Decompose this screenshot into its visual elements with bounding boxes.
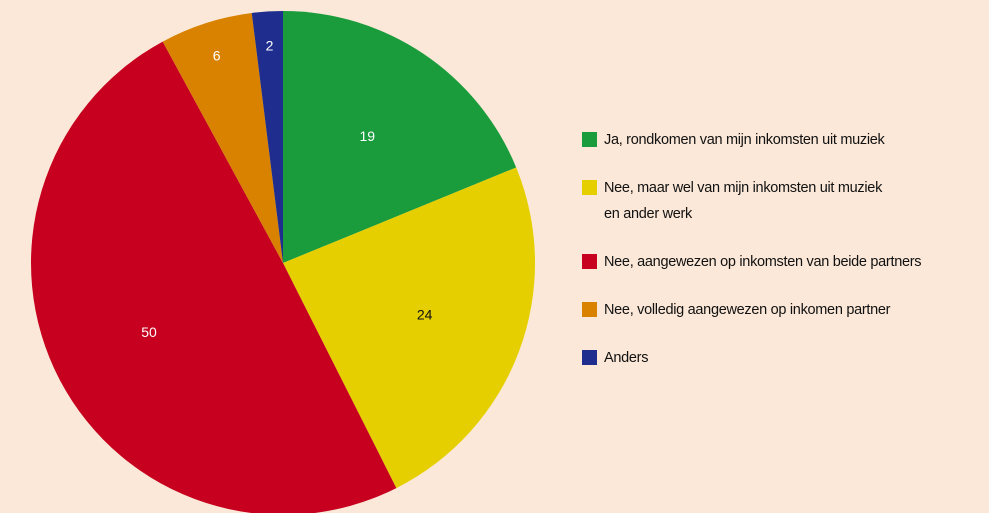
legend: Ja, rondkomen van mijn inkomsten uit muz…: [582, 127, 982, 393]
legend-item: Nee, volledig aangewezen op inkomen part…: [582, 297, 982, 323]
legend-label: Nee, volledig aangewezen op inkomen part…: [604, 302, 891, 318]
pie-slice: [251, 11, 283, 263]
slice-label: 24: [417, 307, 433, 323]
legend-item: Nee, aangewezen op inkomsten van beide p…: [582, 249, 982, 275]
pie-chart: 19 24 50 6 2: [31, 11, 536, 513]
pie-slice: [283, 167, 536, 489]
pie-slice: [162, 12, 283, 263]
slice-label: 6: [213, 47, 221, 63]
slice-label: 19: [359, 128, 375, 144]
legend-swatch: [582, 302, 597, 317]
legend-label: Nee, maar wel van mijn inkomsten uit muz…: [604, 180, 883, 222]
legend-item: Nee, maar wel van mijn inkomsten uit muz…: [582, 175, 982, 227]
legend-swatch: [582, 350, 597, 365]
legend-label: Ja, rondkomen van mijn inkomsten uit muz…: [604, 132, 885, 148]
slice-label: 50: [141, 324, 157, 340]
legend-swatch: [582, 254, 597, 269]
legend-label: Nee, aangewezen op inkomsten van beide p…: [604, 254, 922, 270]
slice-label: 2: [266, 37, 274, 53]
legend-swatch: [582, 132, 597, 147]
legend-item: Anders: [582, 345, 982, 371]
pie-slice: [31, 41, 397, 513]
legend-item: Ja, rondkomen van mijn inkomsten uit muz…: [582, 127, 982, 153]
legend-label: Anders: [604, 350, 649, 366]
pie-slice: [283, 11, 517, 263]
legend-swatch: [582, 180, 597, 195]
